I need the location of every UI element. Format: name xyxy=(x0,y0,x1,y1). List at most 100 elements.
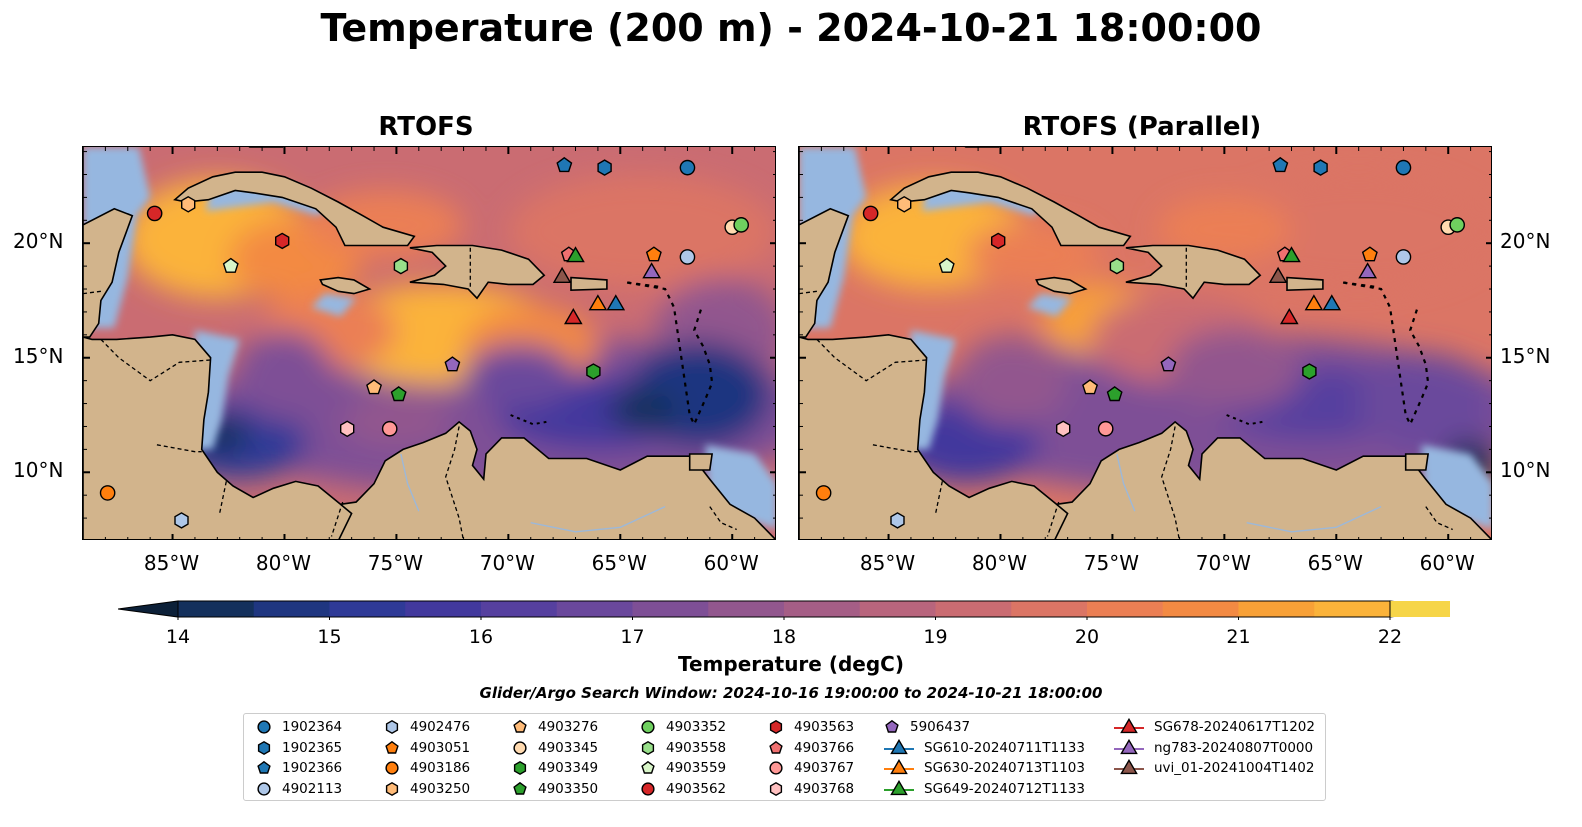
lon-tick-label: 85°W xyxy=(859,551,916,575)
lon-tick-label: 75°W xyxy=(367,551,424,575)
legend-item-4903562: 4903562 xyxy=(640,779,726,800)
observation-SG678-20240617T1202 xyxy=(563,307,583,325)
rtofs-map xyxy=(82,146,776,540)
legend-item-1902364: 1902364 xyxy=(256,717,342,738)
observation-4903558 xyxy=(393,257,409,275)
legend-item-4903559: 4903559 xyxy=(640,758,726,779)
colorbar-bin xyxy=(481,601,558,617)
search-window-note: Glider/Argo Search Window: 2024-10-16 19… xyxy=(479,684,1103,702)
lat-tick-label: 15°N xyxy=(1500,343,1551,368)
colorbar-gradient xyxy=(117,600,1467,620)
legend-label: SG678-20240617T1202 xyxy=(1154,719,1315,736)
legend-label: 4903768 xyxy=(794,780,855,797)
legend-item-4903051: 4903051 xyxy=(384,738,470,759)
hexagon-marker-icon xyxy=(769,720,783,735)
legend-item-5906437: 5906437 xyxy=(884,717,1085,738)
legend-label: 4903562 xyxy=(666,780,727,797)
observation-1902364 xyxy=(1395,159,1412,176)
lat-tick-label: 10°N xyxy=(13,458,64,483)
circle-marker-icon xyxy=(641,720,655,734)
legend-item-1902366: 1902366 xyxy=(256,758,342,779)
legend-item-4903345: 4903345 xyxy=(512,738,598,759)
legend-item-4903350: 4903350 xyxy=(512,779,598,800)
legend-item-uvi_01-20241004T1402: uvi_01-20241004T1402 xyxy=(1114,758,1315,779)
lat-tick-label: 15°N xyxy=(13,343,64,368)
legend-label: 1902364 xyxy=(282,719,343,736)
legend-item-4903767: 4903767 xyxy=(768,758,854,779)
colorbar-bin xyxy=(1087,601,1164,617)
colorbar-bin xyxy=(935,601,1012,617)
observation-1902365 xyxy=(597,159,612,176)
lon-tick-label: 80°W xyxy=(255,551,312,575)
circle-marker-icon xyxy=(513,741,527,755)
legend-label: 4903558 xyxy=(666,739,727,756)
observation-1902366 xyxy=(556,156,573,173)
observation-4903562 xyxy=(862,205,879,222)
colorbar-bin xyxy=(859,601,936,617)
observation-4903276 xyxy=(366,379,383,395)
observation-4903559 xyxy=(222,257,239,273)
pentagon-marker-icon xyxy=(769,740,783,754)
legend-label: 4903186 xyxy=(410,760,471,777)
observation-ng783-20240807T0000 xyxy=(642,262,662,279)
colorbar xyxy=(117,598,1467,620)
legend-label: 4903352 xyxy=(666,719,727,736)
legend-item-4903352: 4903352 xyxy=(640,717,726,738)
circle-marker-icon xyxy=(769,761,783,775)
observation-4902476 xyxy=(890,512,905,529)
legend-label: 4903559 xyxy=(666,760,727,777)
observation-SG649-20240712T1133 xyxy=(1282,246,1301,263)
observation-4903352 xyxy=(733,217,750,233)
colorbar-bin xyxy=(405,601,482,617)
colorbar-bin xyxy=(784,601,861,617)
temperature-map-parallel xyxy=(799,147,1491,539)
legend-item-1902365: 1902365 xyxy=(256,738,342,759)
circle-marker-icon xyxy=(257,782,271,796)
legend-label: 4902113 xyxy=(282,780,343,797)
legend-item-SG630-20240713T1103: SG630-20240713T1103 xyxy=(884,758,1085,779)
circle-marker-icon xyxy=(641,782,655,796)
colorbar-bin xyxy=(708,601,785,617)
legend-item-SG610-20240711T1133: SG610-20240711T1133 xyxy=(884,738,1085,759)
colorbar-bin xyxy=(1238,601,1315,617)
legend-label: 5906437 xyxy=(910,719,971,736)
observation-legend: 1902364 1902365 1902366 4902113 4902476 49030… xyxy=(243,713,1326,801)
triangle-marker-icon xyxy=(1114,738,1144,754)
hexagon-marker-icon xyxy=(769,781,783,796)
observation-SG630-20240713T1103 xyxy=(588,294,608,311)
lat-tick-label: 20°N xyxy=(13,229,64,254)
colorbar-bin xyxy=(556,601,633,617)
legend-label: 4903276 xyxy=(538,719,599,736)
observation-SG610-20240711T1133 xyxy=(1322,294,1342,311)
colorbar-bin xyxy=(1011,601,1088,617)
observation-1902365 xyxy=(1313,159,1328,176)
lat-tick-label: 10°N xyxy=(1500,458,1551,483)
legend-item-ng783-20240807T0000: ng783-20240807T0000 xyxy=(1114,738,1315,759)
legend-label: 4903051 xyxy=(410,739,471,756)
legend-label: SG610-20240711T1133 xyxy=(924,739,1085,756)
observation-4903768 xyxy=(1056,420,1071,438)
legend-item-4903349: 4903349 xyxy=(512,758,598,779)
legend-label: 1902365 xyxy=(282,739,343,756)
legend-label: 4903350 xyxy=(538,780,599,797)
figure-title: Temperature (200 m) - 2024-10-21 18:00:0… xyxy=(320,6,1262,50)
lon-tick-label: 80°W xyxy=(971,551,1028,575)
lon-tick-label: 85°W xyxy=(143,551,200,575)
observation-4903563 xyxy=(990,232,1006,250)
legend-label: 4902476 xyxy=(410,719,471,736)
triangle-marker-icon xyxy=(884,738,914,754)
circle-marker-icon xyxy=(385,761,399,775)
legend-label: 1902366 xyxy=(282,760,343,777)
lon-tick-label: 60°W xyxy=(703,551,759,575)
colorbar-bin xyxy=(253,601,330,617)
lon-tick-label: 70°W xyxy=(1195,551,1251,575)
legend-label: 4903349 xyxy=(538,760,599,777)
legend-item-4903563: 4903563 xyxy=(768,717,854,738)
triangle-marker-icon xyxy=(884,759,914,775)
colorbar-tick-label: 19 xyxy=(923,626,948,648)
hexagon-marker-icon xyxy=(641,740,655,755)
observation-SG630-20240713T1103 xyxy=(1304,294,1324,311)
lon-tick-label: 75°W xyxy=(1083,551,1140,575)
observation-4903350 xyxy=(390,386,407,402)
colorbar-bin xyxy=(1314,601,1391,617)
